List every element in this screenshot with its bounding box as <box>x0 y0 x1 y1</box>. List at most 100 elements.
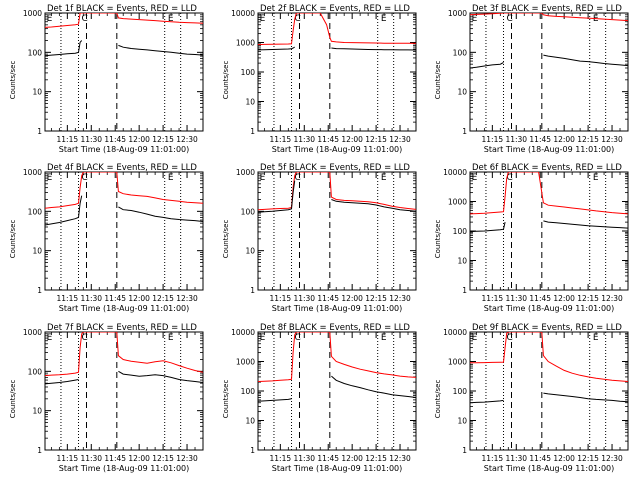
marker-letter-c: C <box>81 14 87 24</box>
x-tick-label: 11:45 <box>317 294 339 303</box>
y-axis-label: Counts/sec <box>434 220 442 259</box>
marker-letter-c: C <box>506 14 512 24</box>
series-line-lld <box>470 13 628 22</box>
x-tick-label: 12:30 <box>389 454 411 463</box>
x-axis-label: Start Time (18-Aug-09 11:01:00) <box>484 145 615 154</box>
y-tick-label: 100 <box>241 68 256 77</box>
x-tick-label: 12:30 <box>389 135 411 144</box>
axes-frame <box>257 12 417 132</box>
x-tick-label: 12:30 <box>601 135 623 144</box>
x-tick-label: 12:15 <box>365 294 387 303</box>
y-tick-label: 1000 <box>448 9 467 18</box>
y-tick-label: 10 <box>32 88 42 97</box>
x-tick-label: 11:30 <box>293 135 315 144</box>
y-tick-label: 10 <box>32 407 42 416</box>
x-tick-label: 12:30 <box>176 454 198 463</box>
y-axis-label: Counts/sec <box>434 380 442 419</box>
x-axis-label: Start Time (18-Aug-09 11:01:00) <box>272 304 403 313</box>
y-tick-label: 1000 <box>23 9 42 18</box>
y-tick-label: 10 <box>457 417 467 426</box>
marker-letter-c: C <box>294 173 300 183</box>
marker-letter-e: E <box>260 173 266 183</box>
x-tick-label: 12:15 <box>577 294 599 303</box>
series-line-lld <box>45 332 203 377</box>
panel-title: Det 4f BLACK = Events, RED = LLD <box>47 163 197 173</box>
x-tick-label: 12:15 <box>365 454 387 463</box>
panel-title: Det 1f BLACK = Events, RED = LLD <box>47 4 197 14</box>
series-line-events <box>45 379 79 385</box>
panel-title: Det 7f BLACK = Events, RED = LLD <box>47 323 197 333</box>
series-line-events <box>470 62 504 69</box>
x-axis-label: Start Time (18-Aug-09 11:01:00) <box>59 145 190 154</box>
y-tick-label: 10000 <box>231 9 255 18</box>
panel-det-4: Det 4f BLACK = Events, RED = LLD 1 10 100 10… <box>9 163 204 313</box>
series-line-events <box>331 47 416 51</box>
marker-letter-e: E <box>593 173 599 183</box>
series-line-events <box>543 220 628 229</box>
series-line-lld <box>45 13 203 28</box>
marker-letter-c: C <box>506 173 512 183</box>
x-tick-label: 11:30 <box>505 135 527 144</box>
y-tick-label: 100 <box>453 227 468 236</box>
x-axis-label: Start Time (18-Aug-09 11:01:00) <box>59 464 190 473</box>
y-axis-label: Counts/sec <box>222 220 230 259</box>
y-tick-label: 100 <box>28 367 43 376</box>
axes-frame <box>469 12 629 132</box>
y-tick-label: 100 <box>241 207 256 216</box>
y-tick-label: 1000 <box>23 328 42 337</box>
x-tick-label: 12:30 <box>389 294 411 303</box>
x-axis-label: Start Time (18-Aug-09 11:01:00) <box>272 145 403 154</box>
series-line-lld <box>470 332 628 382</box>
x-tick-label: 11:15 <box>482 135 504 144</box>
y-tick-label: 10 <box>457 88 467 97</box>
y-axis-label: Counts/sec <box>9 380 17 419</box>
x-tick-label: 12:15 <box>577 135 599 144</box>
x-tick-label: 11:45 <box>104 454 126 463</box>
y-tick-label: 1 <box>462 127 467 136</box>
series-line-events <box>543 392 628 403</box>
marker-letter-e: E <box>593 333 599 343</box>
y-tick-label: 100 <box>28 207 43 216</box>
axes-frame <box>469 331 629 451</box>
panel-det-7: Det 7f BLACK = Events, RED = LLD 1 10 100 10… <box>9 323 204 473</box>
marker-letter-e: E <box>47 333 53 343</box>
x-tick-label: 11:45 <box>104 294 126 303</box>
y-tick-label: 1 <box>250 286 255 295</box>
x-tick-label: 12:00 <box>553 294 575 303</box>
y-axis-label: Counts/sec <box>222 380 230 419</box>
y-tick-label: 1 <box>37 446 42 455</box>
y-tick-label: 1 <box>462 446 467 455</box>
panel-title: Det 9f BLACK = Events, RED = LLD <box>472 323 622 333</box>
x-tick-label: 12:15 <box>152 135 174 144</box>
axes-frame <box>257 331 417 451</box>
x-tick-label: 11:15 <box>270 135 292 144</box>
y-tick-label: 10000 <box>443 168 467 177</box>
series-line-events <box>470 221 506 233</box>
x-tick-label: 11:15 <box>270 454 292 463</box>
y-tick-label: 1000 <box>236 358 255 367</box>
x-tick-label: 11:30 <box>505 454 527 463</box>
series-line-events <box>118 206 203 222</box>
series-line-lld <box>470 172 628 215</box>
marker-letter-c: C <box>294 14 300 24</box>
x-tick-label: 11:30 <box>80 294 102 303</box>
marker-letter-c: C <box>294 333 300 343</box>
panel-det-9: Det 9f BLACK = Events, RED = LLD 1 10 100 10… <box>434 323 629 473</box>
panel-det-3: Det 3f BLACK = Events, RED = LLD 1 10 100 10… <box>434 4 629 154</box>
y-tick-label: 10 <box>245 417 255 426</box>
x-tick-label: 12:00 <box>128 454 150 463</box>
y-tick-label: 1 <box>37 286 42 295</box>
panel-title: Det 2f BLACK = Events, RED = LLD <box>260 4 410 14</box>
x-tick-label: 12:00 <box>341 294 363 303</box>
axes-frame <box>469 171 629 291</box>
marker-letter-e: E <box>381 333 387 343</box>
y-tick-label: 1 <box>37 127 42 136</box>
x-tick-label: 11:15 <box>482 294 504 303</box>
marker-letter-e: E <box>381 14 387 24</box>
marker-letter-e: E <box>260 14 266 24</box>
x-tick-label: 12:30 <box>601 454 623 463</box>
series-line-events <box>331 375 416 398</box>
x-tick-label: 12:15 <box>577 454 599 463</box>
marker-letter-e: E <box>472 173 478 183</box>
marker-letter-e: E <box>472 14 478 24</box>
